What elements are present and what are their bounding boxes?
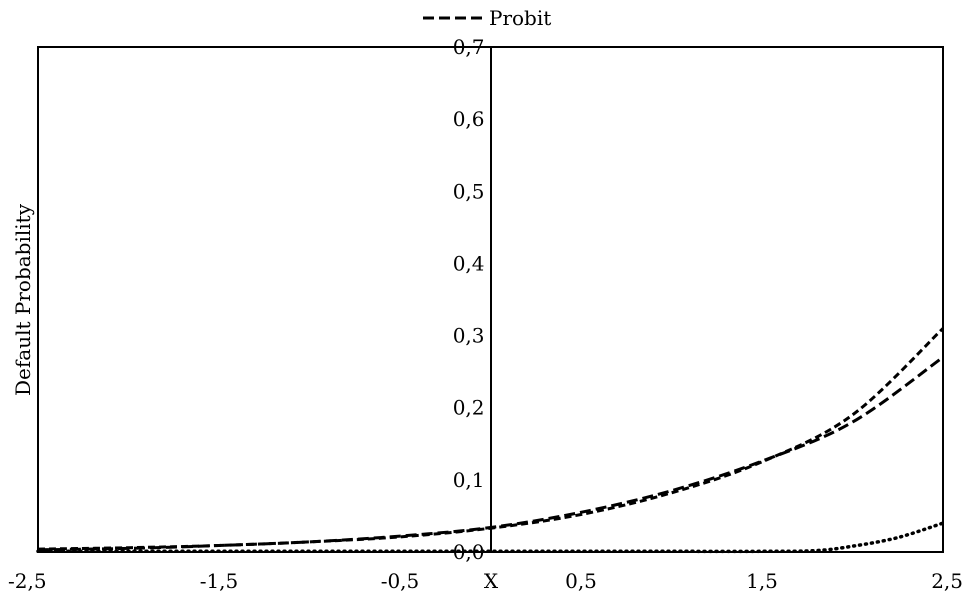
x-tick-label: 0,5 [565,569,597,593]
y-tick-label: 0,5 [453,179,485,203]
y-tick-labels: 0,0 0,1 0,2 0,3 0,4 0,5 0,6 0,7 [453,35,485,564]
y-tick-label: 0,1 [453,468,485,492]
x-tick-label: -0,5 [381,569,420,593]
series-line-short-dash [37,327,945,551]
x-tick-label: -2,5 [8,569,47,593]
y-tick-label: 0,4 [453,251,485,275]
x-tick-label: -1,5 [200,569,239,593]
y-tick-label: 0,0 [453,540,485,564]
y-axis-title: Default Probability [11,203,35,396]
y-tick-label: 0,2 [453,396,485,420]
legend-label-probit: Probit [489,6,551,30]
y-tick-label: 0,7 [453,35,485,59]
x-tick-label: 2,5 [931,569,963,593]
x-tick-labels: -2,5 -1,5 -0,5 0,5 1,5 2,5 [8,569,963,593]
x-tick-label: 1,5 [746,569,778,593]
series-layer [36,327,945,554]
legend: Probit [423,6,551,30]
y-tick-label: 0,6 [453,107,485,131]
series-line-dotted [36,521,945,554]
x-axis-title: X [484,569,499,593]
y-tick-label: 0,3 [453,324,485,348]
